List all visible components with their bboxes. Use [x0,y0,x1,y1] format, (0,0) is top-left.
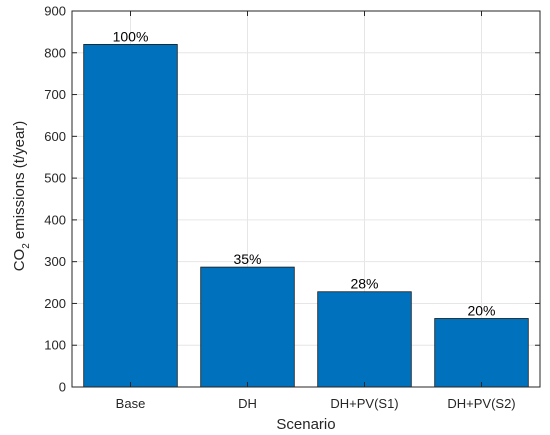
y-tick-label: 500 [44,171,66,186]
data-label: 20% [467,302,495,318]
y-axis-label-subscript: 2 [21,243,32,249]
y-tick-label: 900 [44,4,66,19]
y-tick-label: 200 [44,296,66,311]
data-label: 100% [113,28,149,44]
bar-dh-pv-s2 [434,318,529,388]
y-tick-label: 700 [44,87,66,102]
y-ticks: 0 100 200 300 400 500 600 700 800 900 [44,4,540,395]
bar-base [83,44,178,388]
y-axis-label-prefix: CO [11,249,28,272]
data-labels: 100% 35% 28% 20% [113,28,496,318]
x-axis-label: Scenario [276,416,335,433]
y-tick-label: 100 [44,338,66,353]
x-ticks: Base DH DH+PV(S1) DH+PV(S2) [116,11,516,411]
plot-frame [71,10,541,388]
bar-dh [200,266,295,388]
y-tick-label: 600 [44,129,66,144]
y-axis-label-suffix: emissions (t/year) [11,121,28,244]
y-tick-label: 800 [44,45,66,60]
bars [83,44,529,388]
bar-dh-pv-s1 [317,291,412,388]
x-tick-label: DH+PV(S2) [447,396,515,411]
data-label: 28% [350,276,378,292]
x-tick-label: DH [238,396,257,411]
y-tick-label: 300 [44,254,66,269]
y-axis-label: CO2 emissions (t/year) [11,121,32,272]
x-tick-label: Base [116,396,146,411]
x-tick-label: DH+PV(S1) [330,396,398,411]
data-label: 35% [233,251,261,267]
y-tick-label: 0 [59,380,66,395]
y-tick-label: 400 [44,212,66,227]
